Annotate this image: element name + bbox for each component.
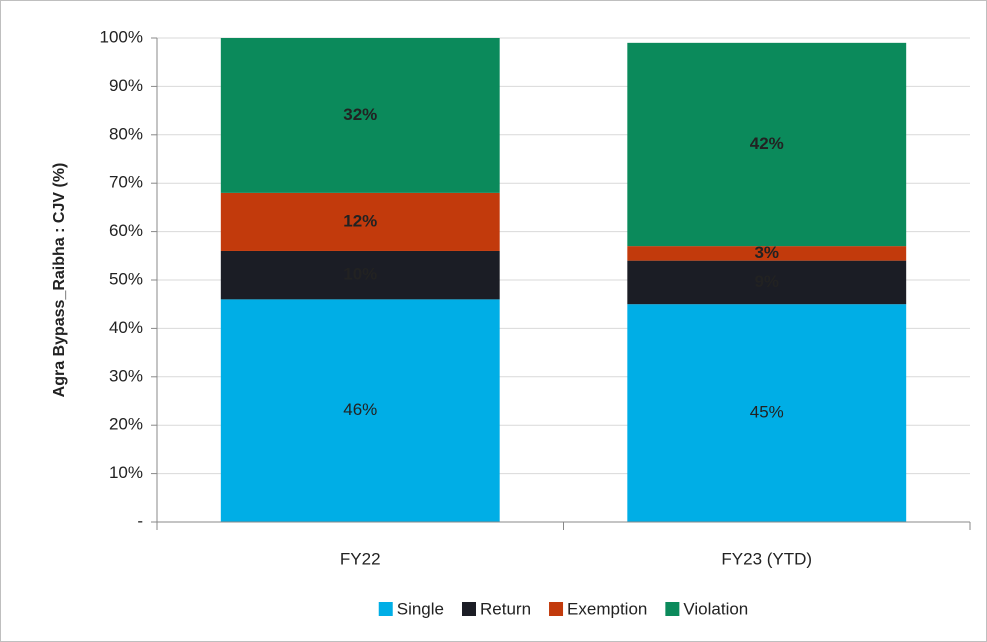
y-tick-label: 60% [109,221,143,240]
y-tick-label: 20% [109,415,143,434]
x-tick-label: FY22 [340,549,381,568]
y-axis-label: Agra Bypass_Raibha : CJV (%) [51,163,68,398]
data-label: 9% [754,272,779,291]
legend-swatch [549,602,564,616]
y-tick-label: 90% [109,76,143,95]
data-label: 46% [343,400,377,419]
bar-segment [627,42,907,247]
y-tick-label: 50% [109,269,143,288]
y-tick-label: 70% [109,173,143,192]
bar-segment [220,38,500,193]
data-label: 3% [754,243,779,262]
x-tick-label: FY23 (YTD) [721,549,812,568]
legend-label: Violation [683,599,748,618]
y-tick-label: - [137,511,143,530]
legend-label: Single [397,599,444,618]
bar-segment [220,192,500,251]
data-label: 45% [750,403,784,422]
bar-segment [627,304,907,522]
bar-segment [220,299,500,522]
data-label: 12% [343,211,377,230]
bar-segment [627,246,907,261]
bar-segment [627,260,907,305]
y-tick-label: 10% [109,463,143,482]
y-tick-label: 30% [109,366,143,385]
y-tick-label: 40% [109,318,143,337]
data-label: 10% [343,265,377,284]
legend-label: Return [480,599,531,618]
legend-label: Exemption [567,599,647,618]
data-label: 42% [750,134,784,153]
y-tick-label: 100% [100,27,143,46]
legend-swatch [665,602,680,616]
legend-swatch [378,602,393,616]
data-label: 32% [343,105,377,124]
y-tick-label: 80% [109,124,143,143]
bar-segment [220,250,500,300]
legend-swatch [462,602,476,616]
